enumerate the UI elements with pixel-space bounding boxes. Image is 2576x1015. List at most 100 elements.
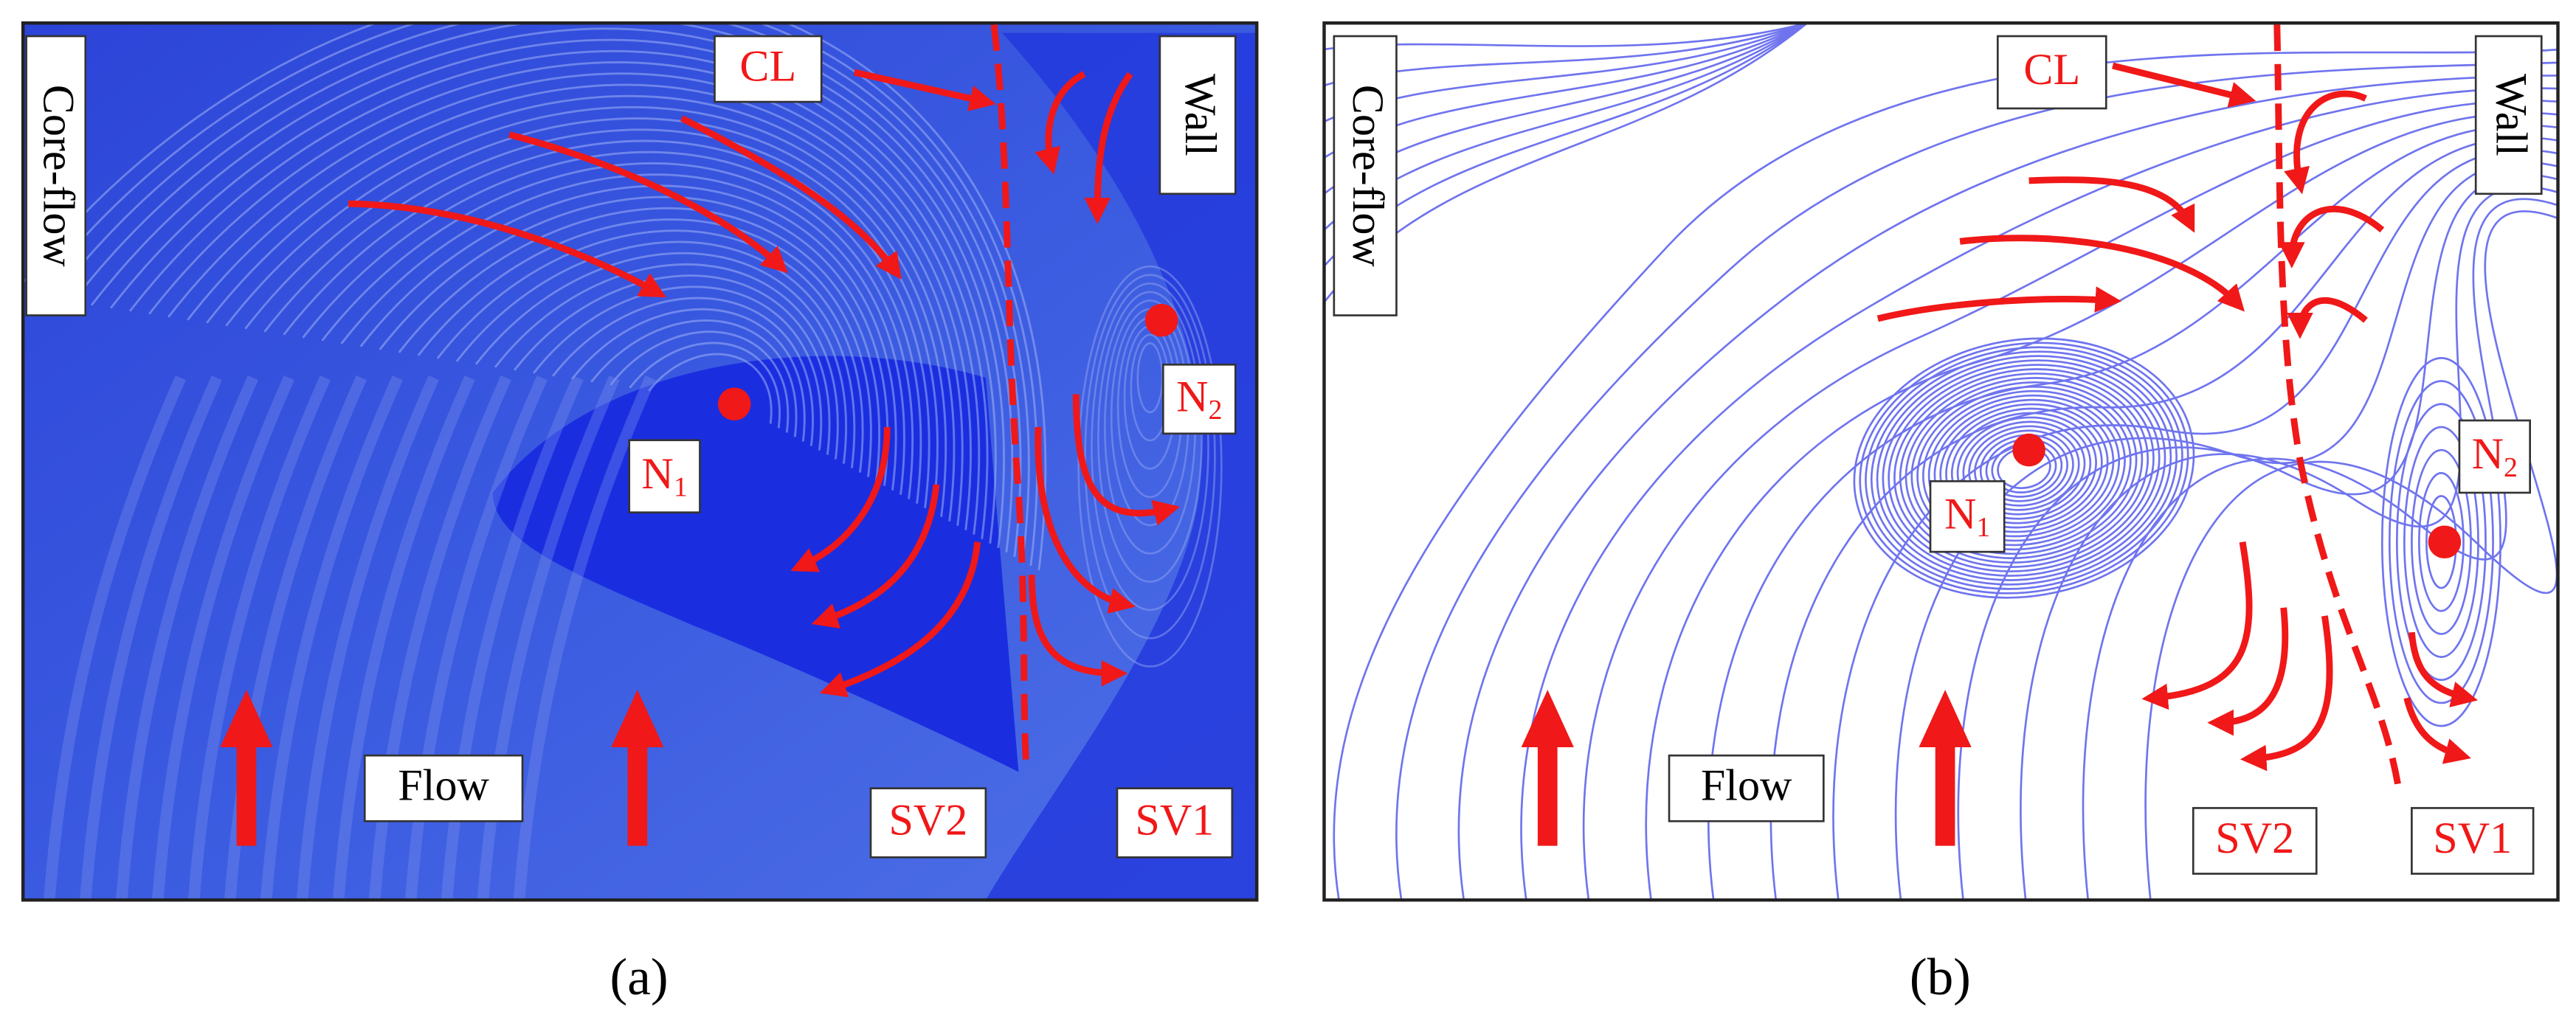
flow-arrow [2284, 90, 2368, 195]
label-sv2: SV2 [2215, 814, 2294, 863]
flow-arrow [348, 200, 666, 298]
label-main: N [1944, 489, 1976, 538]
flow-arrow [2028, 176, 2195, 233]
streak-line [225, 105, 956, 522]
label-flow: Flow [398, 761, 489, 811]
label-main: N [641, 449, 673, 499]
streamline [2388, 380, 2494, 704]
label-box [1996, 35, 2107, 110]
label-main: N [2472, 429, 2504, 479]
streamline [2403, 426, 2479, 658]
critical-point [717, 387, 751, 421]
panel-frame [21, 21, 1259, 902]
streak-line [90, 27, 1014, 552]
streak-line [168, 72, 980, 535]
streamline [1395, 61, 2558, 901]
label-wall: Wall [1175, 74, 1225, 156]
wall-region [985, 32, 1257, 901]
label-sv1: SV1 [1135, 795, 1214, 845]
streak-line [283, 139, 930, 508]
streamline [2395, 403, 2487, 682]
streak-line [552, 297, 814, 446]
label-box [628, 439, 701, 514]
flow-arrow [2287, 297, 2368, 339]
streak-line [513, 375, 656, 901]
flow-arrow [853, 69, 996, 111]
streak-line [610, 330, 790, 433]
flow-arrow [2403, 697, 2471, 764]
flow-arrow [2240, 615, 2333, 772]
flow-arrow [1028, 575, 1128, 687]
label-sv2: SV2 [888, 795, 967, 845]
label-core-flow: Core-flow [1343, 85, 1392, 268]
flow-arrow [680, 115, 902, 280]
streamline [2020, 186, 2558, 901]
streak-line [1077, 265, 1223, 668]
dividing-line [2273, 24, 2402, 789]
streamline [1832, 148, 2558, 901]
streak-line [109, 38, 1005, 548]
streak-line [494, 263, 839, 460]
flow-arrow [1876, 286, 2122, 322]
streamline [1520, 87, 2558, 901]
flow-direction-arrow [1521, 690, 1574, 846]
label-cl: CL [739, 42, 796, 91]
streamline [1582, 100, 2558, 901]
streak-line [321, 162, 914, 499]
streamline [1859, 342, 2189, 595]
label-subscript: 2 [1209, 395, 1223, 426]
streak-line [1091, 282, 1209, 612]
label-box [25, 35, 87, 316]
streamline [1893, 368, 2155, 568]
streamline [1974, 429, 2074, 507]
streak-line [571, 308, 806, 442]
label-box [869, 787, 987, 859]
dividing-line [990, 24, 1030, 772]
streamline [2380, 357, 2501, 727]
flow-arrow [1072, 394, 1181, 526]
flow-arrow [819, 541, 981, 698]
streak-line [1097, 291, 1203, 583]
flow-direction-arrow [220, 690, 273, 846]
streak-line [455, 240, 856, 468]
streak-line [187, 83, 972, 530]
streamline [1905, 377, 2144, 560]
streak-line [436, 229, 864, 473]
streak-line [32, 23, 1038, 566]
streamline [2411, 448, 2472, 635]
critical-point [2012, 433, 2045, 467]
label-box [1929, 480, 2006, 553]
flow-arrow [2279, 206, 2385, 269]
caption: (b) [1910, 949, 1971, 1006]
streamline [1707, 124, 2558, 901]
streamline [1910, 381, 2138, 555]
streak-line [80, 375, 223, 901]
label-sv1: SV1 [2433, 814, 2512, 863]
critical-point [1144, 303, 1178, 337]
label-main: N [1176, 372, 1208, 421]
streamline [1882, 359, 2166, 577]
panel-frame [1322, 21, 2560, 902]
label-n2: N2 [1176, 372, 1222, 425]
streamline [2144, 210, 2558, 901]
streamline [1853, 337, 2195, 599]
label-box [363, 754, 524, 822]
caption: (a) [610, 949, 669, 1006]
label-box [2458, 419, 2531, 494]
streamline [2418, 471, 2465, 612]
flow-arrow [2207, 607, 2289, 736]
flow-arrow [811, 484, 940, 628]
label-wall: Wall [2487, 74, 2536, 156]
flow-direction-arrow [611, 690, 664, 846]
flow-arrow [2141, 541, 2253, 710]
streamline [1968, 425, 2080, 511]
label-box [1161, 363, 1237, 435]
flow-arrow [1959, 235, 2245, 312]
streak-line [296, 375, 439, 901]
streak-line [590, 319, 798, 437]
critical-point [2428, 525, 2462, 559]
streak-line [340, 173, 905, 495]
flow-arrow [1035, 71, 1086, 175]
streak-line [151, 375, 294, 901]
